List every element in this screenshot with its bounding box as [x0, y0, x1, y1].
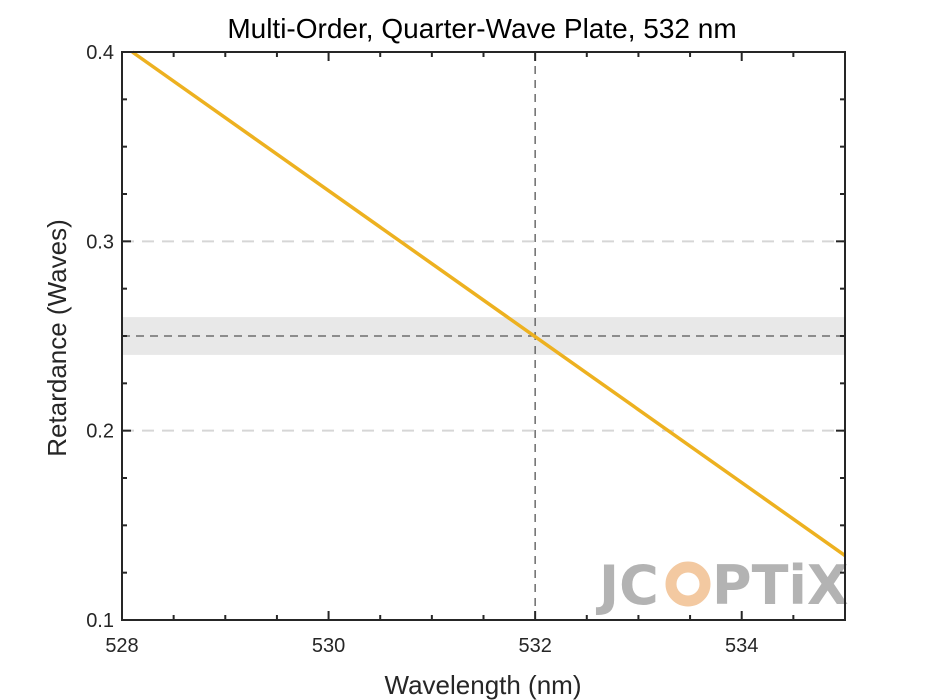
y-tick-label: 0.2	[86, 421, 114, 443]
x-tick-label: 530	[312, 635, 345, 657]
logo-text-ptix: PTiX	[712, 554, 849, 617]
tolerance-band	[122, 317, 845, 355]
y-axis-label: Retardance (Waves)	[42, 219, 72, 456]
x-tick-labels: 528 530 532 534	[105, 635, 758, 657]
y-tick-labels: 0.1 0.2 0.3 0.4	[86, 42, 114, 632]
x-axis-label: Wavelength (nm)	[385, 670, 582, 700]
jcoptix-watermark-logo: JC PTiX	[595, 554, 849, 617]
y-tick-label: 0.4	[86, 42, 114, 64]
grid-lines	[122, 240, 845, 432]
retardance-series-line	[131, 50, 847, 558]
y-tick-label: 0.3	[86, 231, 114, 253]
logo-text-jc: JC	[595, 554, 659, 617]
plot-frame	[121, 51, 846, 621]
x-tick-label: 534	[725, 635, 758, 657]
x-tick-label: 532	[518, 635, 551, 657]
y-tick-label: 0.1	[86, 610, 114, 632]
chart-title: Multi-Order, Quarter-Wave Plate, 532 nm	[227, 13, 736, 44]
plot-area: JC PTiX	[121, 50, 849, 621]
x-tick-label: 528	[105, 635, 138, 657]
logo-o-ring	[665, 561, 711, 607]
